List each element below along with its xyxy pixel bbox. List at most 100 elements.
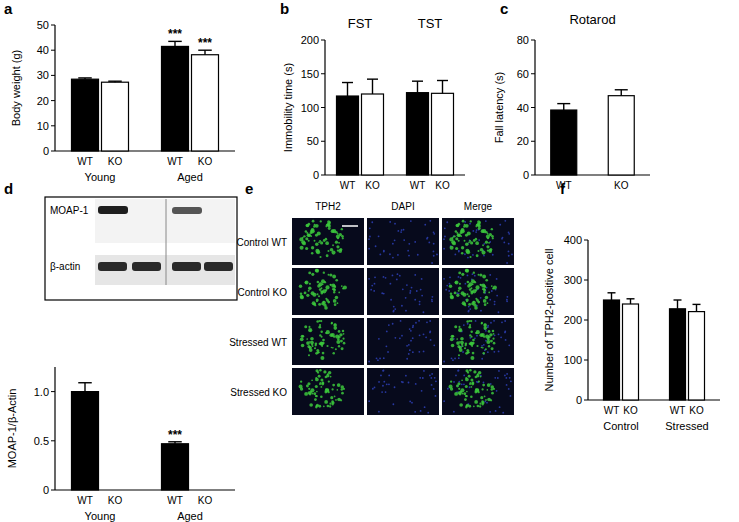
cell-dot	[328, 221, 331, 224]
bar-label: WT	[670, 405, 686, 416]
nucleus-dot	[400, 231, 402, 233]
cell-dot	[323, 271, 325, 273]
nucleus-dot	[408, 344, 410, 346]
cell-dot	[470, 320, 472, 322]
cell-dot	[330, 396, 333, 399]
nucleus-dot	[414, 274, 416, 276]
nucleus-dot	[469, 239, 471, 241]
y-tick	[584, 320, 588, 321]
cell-dot	[469, 324, 471, 326]
cell-dot	[338, 249, 342, 253]
nucleus-dot	[467, 323, 469, 325]
cell-dot	[464, 304, 466, 306]
error-line	[174, 41, 175, 46]
cell-dot	[341, 392, 344, 395]
nucleus-dot	[506, 262, 508, 264]
error-cap	[367, 78, 378, 79]
cell-dot	[315, 249, 319, 253]
cell-dot	[488, 242, 490, 244]
panel-letter: c	[500, 0, 508, 17]
nucleus-dot	[484, 400, 486, 402]
cell-dot	[464, 398, 467, 401]
error-bar	[78, 383, 92, 392]
cell-dot	[303, 235, 305, 237]
nucleus-dot	[508, 344, 510, 346]
nucleus-dot	[378, 338, 380, 340]
cell-dot	[326, 374, 329, 377]
cell-dot	[315, 269, 318, 272]
y-tick	[531, 40, 535, 41]
nucleus-dot	[385, 391, 387, 393]
chart-title: Rotarod	[569, 12, 615, 27]
error-line	[611, 293, 612, 300]
nucleus-dot	[399, 275, 401, 277]
nucleus-dot	[389, 221, 391, 223]
cell-dot	[470, 395, 473, 398]
cell-dot	[305, 281, 309, 285]
cell-dot	[473, 405, 475, 407]
cell-dot	[456, 384, 459, 387]
cell-dot	[342, 287, 344, 289]
y-tick-label: 0.5	[34, 435, 49, 447]
nucleus-dot	[498, 350, 500, 352]
cell-dot	[322, 339, 325, 342]
cell-dot	[304, 392, 308, 396]
nucleus-dot	[386, 331, 388, 333]
nucleus-dot	[385, 277, 387, 279]
nucleus-dot	[407, 250, 409, 252]
nucleus-dot	[506, 299, 508, 301]
cell-dot	[492, 237, 494, 239]
nucleus-dot	[426, 238, 428, 240]
nucleus-dot	[464, 283, 466, 285]
nucleus-dot	[392, 257, 394, 259]
cell-dot	[304, 291, 307, 294]
nucleus-dot	[383, 381, 385, 383]
cell-dot	[331, 347, 333, 349]
cell-dot	[466, 301, 468, 303]
cell-dot	[461, 252, 464, 255]
nucleus-dot	[414, 411, 416, 413]
cell-dot	[327, 405, 330, 408]
cell-dot	[483, 326, 487, 330]
cell-dot	[455, 230, 458, 233]
bar-label: KO	[198, 495, 213, 506]
y-tick-label: 10	[37, 120, 49, 132]
error-line	[417, 81, 418, 92]
cell-dot	[479, 402, 481, 404]
y-tick	[51, 50, 55, 51]
cell-dot	[336, 340, 340, 344]
cell-dot	[334, 303, 337, 306]
cell-dot	[466, 320, 469, 323]
cell-dot	[466, 299, 469, 302]
cell-dot	[310, 231, 313, 234]
micrograph	[367, 318, 439, 365]
cell-dot	[491, 347, 494, 350]
bar-label: WT	[77, 156, 93, 167]
cell-dot	[461, 344, 463, 346]
cell-dot	[326, 330, 330, 334]
cell-dot	[488, 336, 491, 339]
cell-dot	[490, 340, 493, 343]
cell-dot	[471, 345, 473, 347]
bar	[102, 489, 129, 490]
nucleus-dot	[374, 283, 376, 285]
cell-dot	[454, 392, 458, 396]
cell-dot	[493, 342, 496, 345]
bar-label: WT	[167, 495, 183, 506]
cell-dot	[456, 294, 459, 297]
nucleus-dot	[409, 292, 411, 294]
nucleus-dot	[431, 300, 433, 302]
nucleus-dot	[401, 305, 403, 307]
cell-dot	[489, 233, 492, 236]
y-tick	[531, 73, 535, 74]
nucleus-dot	[411, 402, 413, 404]
cell-dot	[324, 306, 328, 310]
bar	[337, 96, 359, 175]
nucleus-dot	[508, 251, 510, 253]
error-cap	[437, 80, 448, 81]
blot-band	[172, 207, 202, 214]
nucleus-dot	[421, 295, 423, 297]
nucleus-dot	[373, 290, 375, 292]
cell-dot	[309, 283, 311, 285]
nucleus-dot	[422, 377, 424, 379]
